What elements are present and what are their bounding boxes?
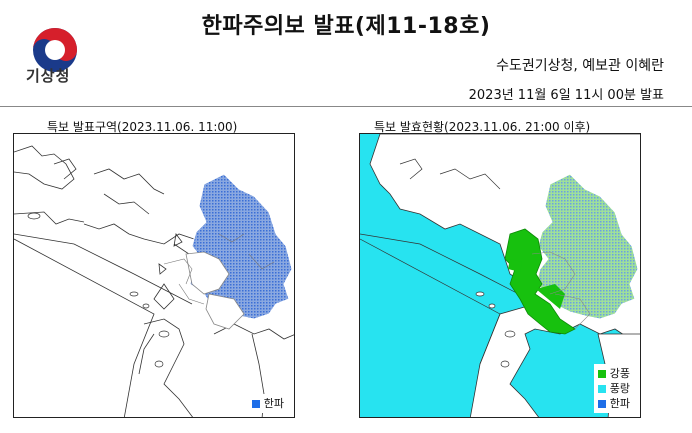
legend-label-wind-wave: 풍랑 — [609, 382, 630, 395]
legend-label-cold-wave: 한파 — [609, 397, 630, 410]
page-title: 한파주의보 발표(제11-18호) — [201, 14, 491, 39]
map-effective-status[interactable]: 강풍 풍랑 한파 — [359, 133, 641, 418]
legend-swatch-wind-wave — [597, 384, 606, 393]
cold-wave-region — [189, 173, 293, 320]
legend-swatch-cold-wave — [251, 399, 260, 408]
map-label-issued-area: 특보 발표구역(2023.11.06. 11:00) — [47, 120, 238, 134]
map-legend-effective-status: 강풍 풍랑 한파 — [593, 364, 634, 413]
map-issued-area[interactable]: 한파 — [13, 133, 295, 418]
legend-label-cold-wave: 한파 — [263, 397, 284, 410]
header-divider — [0, 106, 692, 107]
legend-swatch-cold-wave — [597, 399, 606, 408]
legend-label-strong-wind: 강풍 — [609, 367, 630, 380]
map-legend-issued-area: 한파 — [247, 394, 288, 413]
map-label-effective-status: 특보 발효현황(2023.11.06. 21:00 이후) — [374, 120, 591, 134]
legend-item-wind-wave: 풍랑 — [597, 381, 630, 396]
legend-swatch-strong-wind — [597, 369, 606, 378]
legend-item-strong-wind: 강풍 — [597, 366, 630, 381]
logo-text: 기상청 — [26, 67, 71, 85]
kma-logo-icon — [33, 28, 77, 72]
map-issued-area-svg — [14, 145, 294, 417]
legend-item-cold-wave: 한파 — [597, 396, 630, 411]
issue-datetime: 2023년 11월 6일 11시 00분 발표 — [468, 88, 664, 103]
legend-item-cold-wave: 한파 — [251, 396, 284, 411]
issuer-text: 수도권기상청, 예보관 이혜란 — [496, 58, 664, 74]
